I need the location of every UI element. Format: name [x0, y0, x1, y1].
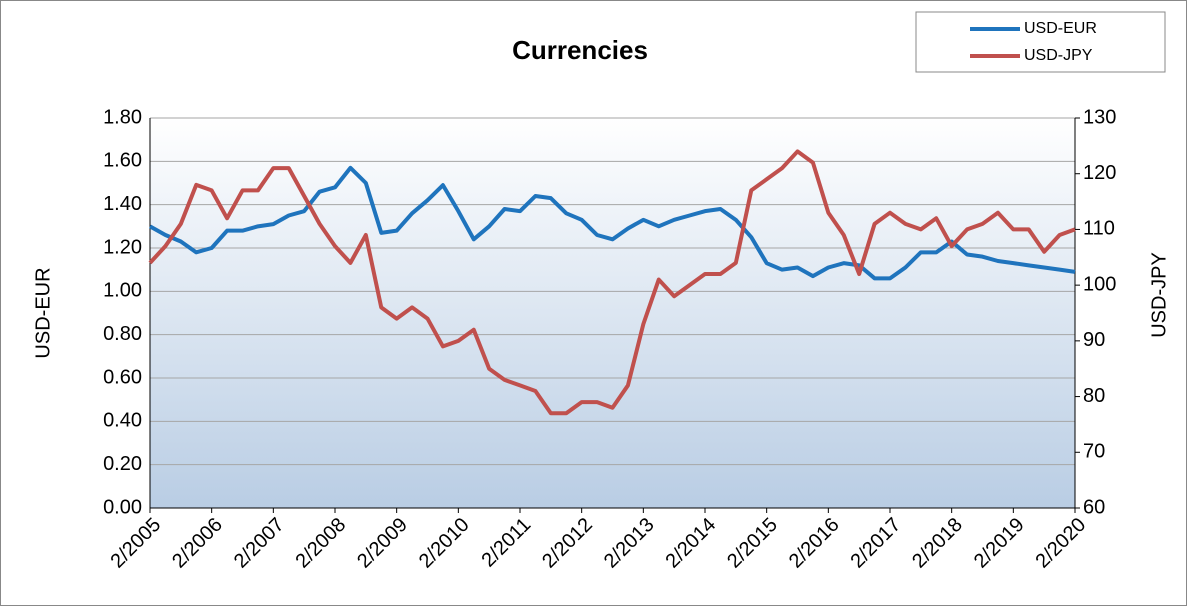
y2-tick-label: 100	[1083, 273, 1116, 295]
y2-tick-label: 130	[1083, 106, 1116, 128]
line-series	[148, 149, 1076, 416]
y-axis-title: USD-EUR	[32, 267, 54, 358]
line-series	[149, 165, 1076, 281]
plot-area	[150, 118, 1075, 508]
y-tick-label: 1.80	[103, 106, 142, 128]
y2-tick-label: 60	[1083, 496, 1105, 518]
y-tick-label: 0.60	[103, 366, 142, 388]
chart-title: Currencies	[512, 35, 648, 65]
y-tick-label: 0.40	[103, 410, 142, 432]
y2-tick-label: 90	[1083, 329, 1105, 351]
y-tick-label: 0.20	[103, 453, 142, 475]
y2-axis-title: USD-JPY	[1148, 252, 1170, 338]
y2-tick-label: 70	[1083, 441, 1105, 463]
y2-tick-label: 80	[1083, 385, 1105, 407]
y-tick-label: 1.00	[103, 280, 142, 302]
y-tick-label: 0.00	[103, 496, 142, 518]
legend	[915, 11, 1166, 73]
y2-tick-label: 110	[1083, 218, 1115, 240]
legend-label: USD-JPY	[1024, 47, 1093, 64]
y-tick-label: 0.80	[103, 323, 142, 345]
y2-tick-label: 120	[1083, 162, 1116, 184]
y-tick-label: 1.20	[103, 236, 142, 258]
y-tick-label: 1.60	[103, 150, 142, 172]
y-tick-label: 1.40	[103, 193, 142, 215]
legend-label: USD-EUR	[1024, 20, 1097, 37]
